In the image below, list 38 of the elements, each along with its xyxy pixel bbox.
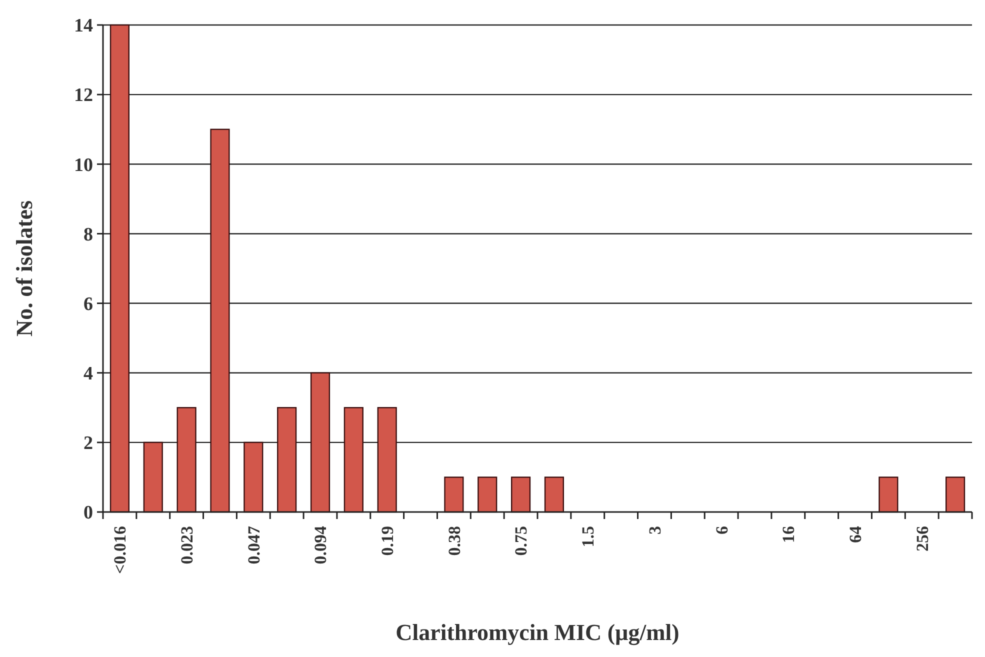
bar [110,24,130,513]
y-tick-label: 14 [74,16,94,37]
bar [176,407,196,513]
x-axis-title: Clarithromycin MIC (µg/ml) [396,620,680,646]
x-tick-label: 0.023 [178,526,197,564]
bar [143,442,163,513]
x-tick-label: 16 [779,526,798,543]
y-axis-title: No. of isolates [12,200,37,337]
x-tick-label: 6 [712,526,732,534]
x-tick-label: 0.75 [512,526,531,556]
bar [510,476,531,513]
x-tick-label: 0.38 [444,526,464,556]
y-tick-label: 10 [74,154,93,176]
bar [945,476,966,513]
y-tick-label: 6 [84,294,93,315]
x-tick-label: 3 [645,526,664,534]
x-tick-label: <0.016 [110,526,130,574]
x-tick-label: 0.094 [311,526,330,564]
bar [544,476,564,513]
bar [878,476,898,513]
bar [244,442,264,513]
x-tick-label: 1.5 [578,526,598,548]
bar [310,372,330,513]
y-tick-label: 4 [84,364,94,385]
bar [344,407,364,513]
bar [210,128,230,513]
bar [377,407,397,513]
x-tick-label: 0.19 [378,526,398,556]
y-tick-label: 0 [84,502,93,524]
bar [444,476,464,513]
y-tick-label: 2 [84,433,93,454]
x-tick-label: 0.047 [244,526,264,564]
y-tick-label: 8 [84,224,93,246]
x-tick-label: 256 [912,526,932,552]
bar [277,407,297,513]
bar [478,476,498,513]
y-tick-label: 12 [74,85,93,106]
x-tick-label: 64 [846,526,865,543]
